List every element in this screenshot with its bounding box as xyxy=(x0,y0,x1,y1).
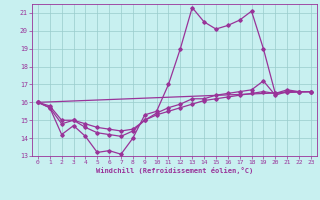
X-axis label: Windchill (Refroidissement éolien,°C): Windchill (Refroidissement éolien,°C) xyxy=(96,167,253,174)
